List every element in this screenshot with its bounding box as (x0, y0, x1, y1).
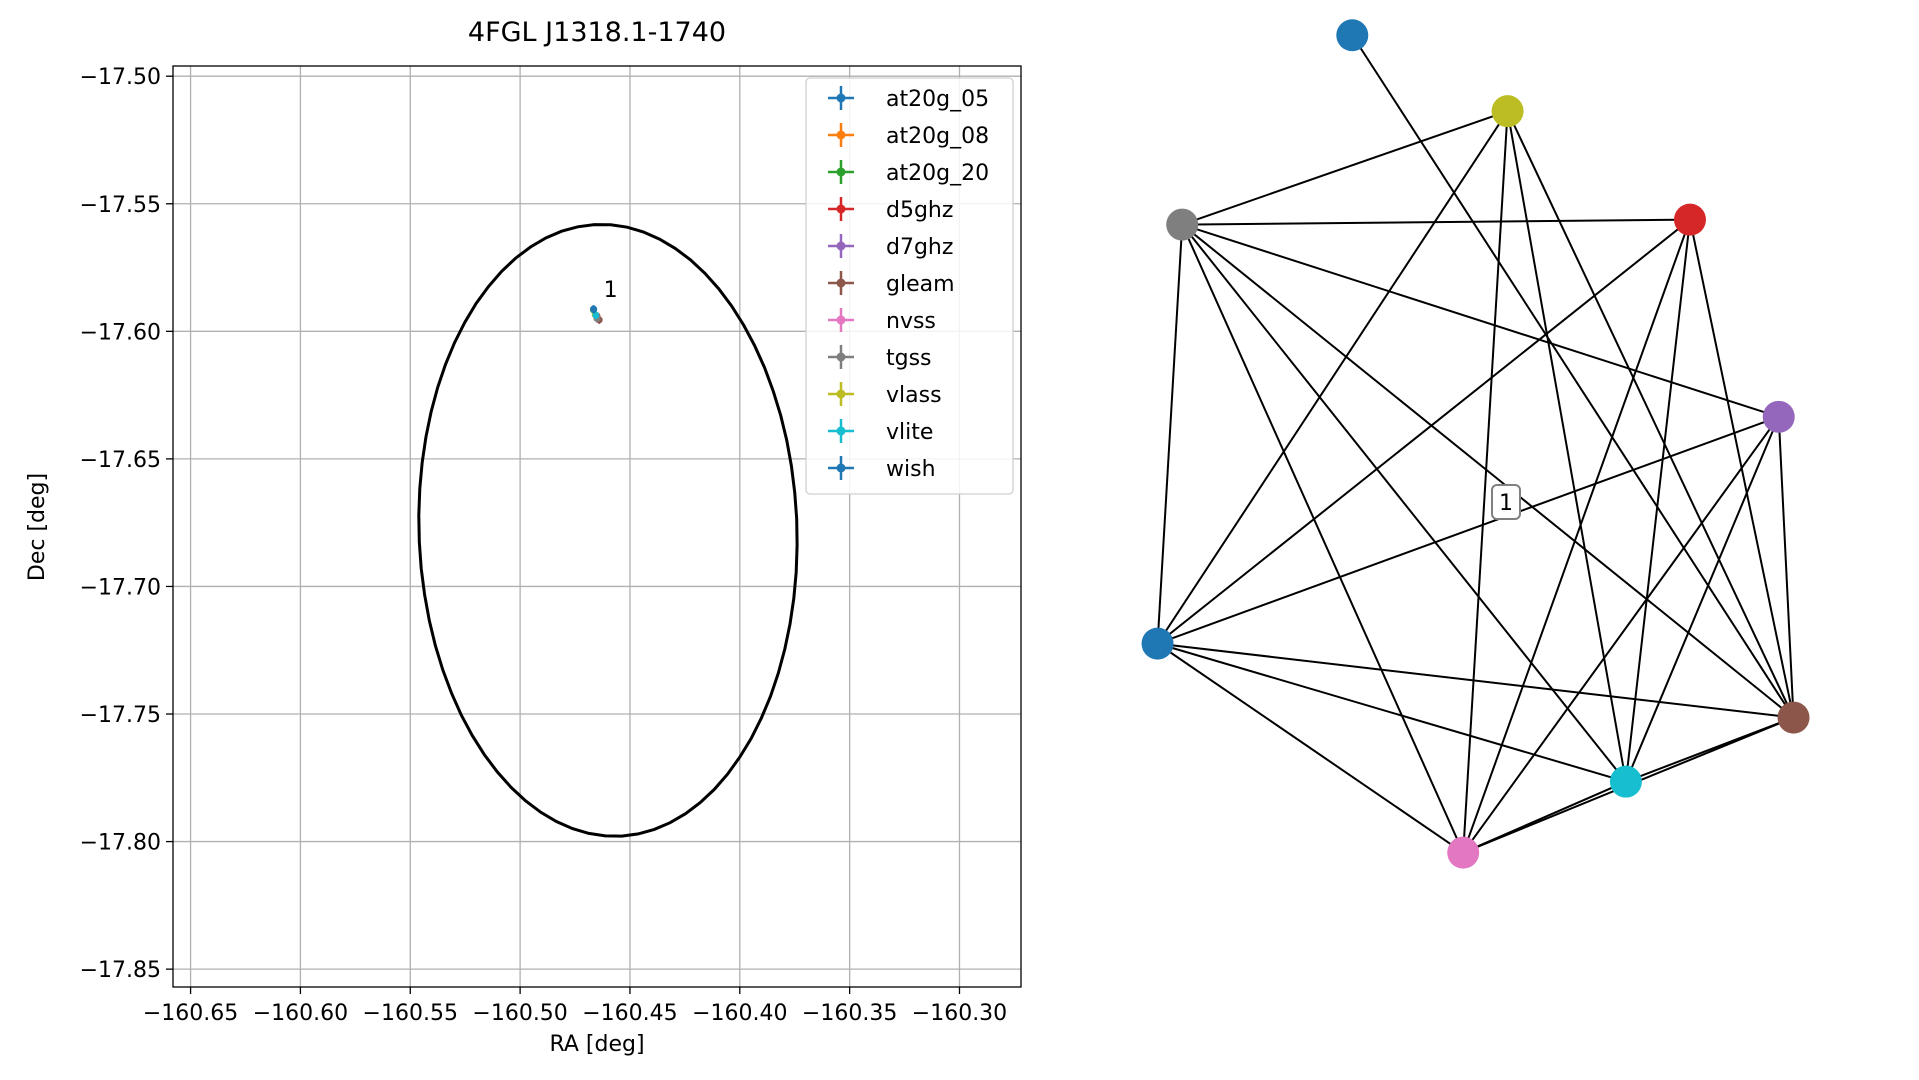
legend-label: at20g_20 (886, 161, 989, 186)
edge-d7ghz-gleam (1777, 416, 1795, 718)
legend-label: d7ghz (886, 235, 953, 260)
legend-item-nvss: nvss (828, 308, 936, 334)
y-axis-ticks: −17.50 −17.55 −17.60 −17.65 −17.70 −17.75 −17.… (80, 65, 173, 983)
node-tgss (1166, 208, 1199, 241)
legend-label: gleam (886, 272, 955, 297)
y-axis-label: Dec [deg] (25, 473, 50, 581)
cluster-label-frame (1491, 484, 1521, 520)
sky-position-plot: 1 −160.65 −160.60 −160.55 −160.50 −160.45 −16… (25, 17, 1022, 1057)
point-wish (590, 305, 598, 314)
x-tick-label: −160.65 (143, 1001, 238, 1026)
edge-vlass-vlite (1506, 111, 1627, 782)
point-vlite (592, 311, 600, 320)
y-tick-label: −17.70 (80, 575, 161, 600)
node-nvss (1447, 836, 1480, 869)
edge-vlass-wish (1156, 110, 1509, 645)
edge-d7ghz-vlite (1624, 416, 1780, 783)
edge-d5ghz-nvss (1462, 219, 1691, 853)
node-at20g_05 (1336, 19, 1369, 52)
x-axis-label: RA [deg] (549, 1032, 644, 1057)
legend-item-at20g_05: at20g_05 (828, 86, 989, 112)
edge-d7ghz-nvss (1462, 416, 1780, 854)
legend-item-at20g_20: at20g_20 (828, 160, 989, 186)
legend-label: at20g_08 (886, 124, 989, 149)
legend-item-at20g_08: at20g_08 (828, 123, 989, 149)
legend-item-d7ghz: d7ghz (828, 234, 953, 260)
x-tick-label: −160.30 (912, 1001, 1007, 1026)
y-tick-label: −17.60 (80, 320, 161, 345)
y-tick-label: −17.55 (80, 193, 161, 218)
legend-item-d5ghz: d5ghz (828, 197, 953, 223)
edge-tgss-nvss (1181, 224, 1465, 854)
x-tick-label: −160.50 (472, 1001, 567, 1026)
edge-d7ghz-wish (1157, 415, 1780, 645)
y-tick-label: −17.85 (80, 958, 161, 983)
legend-label: at20g_05 (886, 87, 989, 112)
x-tick-label: −160.55 (363, 1001, 458, 1026)
legend-item-tgss: tgss (828, 345, 932, 371)
edge-vlass-nvss (1462, 111, 1509, 853)
legend-box (805, 77, 1014, 495)
edge-d5ghz-vlite (1624, 219, 1691, 782)
legend-item-wish: wish (828, 456, 936, 482)
ellipse-outline (417, 223, 799, 838)
node-vlass (1491, 95, 1524, 128)
x-tick-label: −160.60 (253, 1001, 348, 1026)
legend-label: d5ghz (886, 198, 953, 223)
node-d5ghz (1673, 203, 1706, 236)
chart-title: 4FGL J1318.1-1740 (468, 17, 726, 48)
legend-label: wish (886, 457, 936, 482)
x-tick-label: −160.45 (582, 1001, 677, 1026)
edge-tgss-wish (1156, 224, 1184, 644)
y-tick-label: −17.65 (80, 448, 161, 473)
legend-label: vlass (886, 383, 942, 408)
edge-wish-gleam (1157, 642, 1794, 719)
node-d7ghz (1762, 400, 1795, 433)
edge-wish-nvss (1156, 642, 1464, 854)
association-graph: 1 (1141, 19, 1810, 869)
source-points: 1 (589, 278, 618, 324)
edge-vlass-tgss (1181, 110, 1508, 226)
graph-edges (1156, 34, 1795, 854)
edge-vlite-gleam (1625, 716, 1794, 783)
legend-item-vlite: vlite (828, 419, 933, 445)
x-axis-ticks: −160.65 −160.60 −160.55 −160.50 −160.45 −160.… (143, 987, 1007, 1026)
legend-item-vlass: vlass (828, 382, 942, 408)
plot-frame (172, 65, 1022, 988)
edge-d5ghz-wish (1156, 218, 1691, 645)
y-tick-label: −17.80 (80, 831, 161, 856)
legend-label: nvss (886, 309, 936, 334)
edge-at20g_05-gleam (1351, 34, 1795, 719)
edge-vlass-gleam (1506, 110, 1795, 718)
node-wish (1141, 627, 1174, 660)
legend-label: tgss (886, 346, 932, 371)
edge-tgss-d5ghz (1182, 218, 1690, 226)
y-tick-label: −17.75 (80, 703, 161, 728)
cluster-label-box: 1 (1491, 484, 1521, 520)
y-tick-label: −17.50 (80, 65, 161, 90)
legend-item-gleam: gleam (828, 271, 955, 297)
edge-wish-vlite (1157, 642, 1627, 783)
legend: at20g_05 at20g_08 at20g_20 d5ghz d7ghz gleam n… (805, 77, 1014, 495)
error-ellipse (417, 223, 799, 838)
node-gleam (1777, 701, 1810, 734)
node-vlite (1609, 765, 1642, 798)
legend-label: vlite (886, 420, 933, 445)
x-tick-label: −160.35 (802, 1001, 897, 1026)
graph-nodes (1141, 19, 1810, 869)
cluster-label: 1 (1499, 491, 1513, 516)
edge-tgss-d7ghz (1181, 223, 1780, 418)
x-tick-label: −160.40 (692, 1001, 787, 1026)
point-annotation: 1 (604, 278, 618, 303)
edge-tgss-gleam (1181, 223, 1795, 719)
